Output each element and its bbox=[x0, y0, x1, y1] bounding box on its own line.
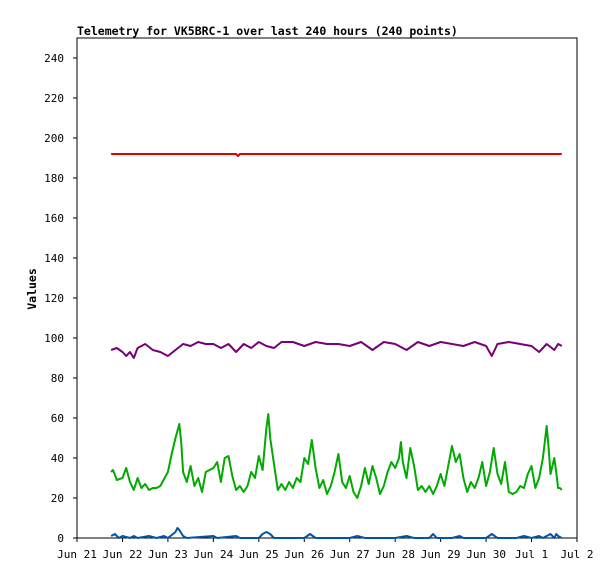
x-tick-label: Jun 21 bbox=[57, 548, 97, 561]
y-tick-label: 100 bbox=[44, 332, 64, 345]
y-tick-label: 40 bbox=[51, 452, 64, 465]
y-tick-label: 80 bbox=[51, 372, 64, 385]
y-axis: 0 20 40 60 80 100 120 140 160 180 200 220 240 bbox=[44, 52, 77, 545]
x-tick-label: Jun 28 bbox=[375, 548, 415, 561]
series-line-2 bbox=[110, 341, 563, 359]
y-tick-label: 20 bbox=[51, 492, 64, 505]
x-tick-label: Jun 26 bbox=[284, 548, 324, 561]
x-tick-label: Jun 22 bbox=[103, 548, 143, 561]
x-axis: Jun 21 Jun 22 Jun 23 Jun 24 Jun 25 Jun 26 Jun … bbox=[57, 538, 594, 561]
x-tick-label: Jun 24 bbox=[193, 548, 233, 561]
x-tick-label: Jun 29 bbox=[421, 548, 461, 561]
y-tick-label: 140 bbox=[44, 252, 64, 265]
y-axis-label: Values bbox=[25, 268, 39, 310]
y-tick-label: 0 bbox=[57, 532, 64, 545]
series-line-4 bbox=[110, 527, 563, 539]
series-layer bbox=[110, 153, 563, 539]
series-line-1 bbox=[111, 153, 562, 157]
y-tick-label: 240 bbox=[44, 52, 64, 65]
y-tick-label: 180 bbox=[44, 172, 64, 185]
x-tick-label: Jul 1 bbox=[515, 548, 548, 561]
x-tick-label: Jun 25 bbox=[239, 548, 279, 561]
y-tick-label: 200 bbox=[44, 132, 64, 145]
x-tick-label: Jun 30 bbox=[466, 548, 506, 561]
series-line-3 bbox=[110, 413, 563, 499]
x-tick-label: Jun 23 bbox=[148, 548, 188, 561]
y-tick-label: 120 bbox=[44, 292, 64, 305]
y-tick-label: 160 bbox=[44, 212, 64, 225]
y-tick-label: 220 bbox=[44, 92, 64, 105]
x-tick-label: Jun 27 bbox=[330, 548, 370, 561]
chart-title: Telemetry for VK5BRC-1 over last 240 hou… bbox=[77, 24, 458, 38]
y-tick-label: 60 bbox=[51, 412, 64, 425]
plot-frame bbox=[76, 37, 578, 539]
x-tick-label: Jul 2 bbox=[560, 548, 593, 561]
